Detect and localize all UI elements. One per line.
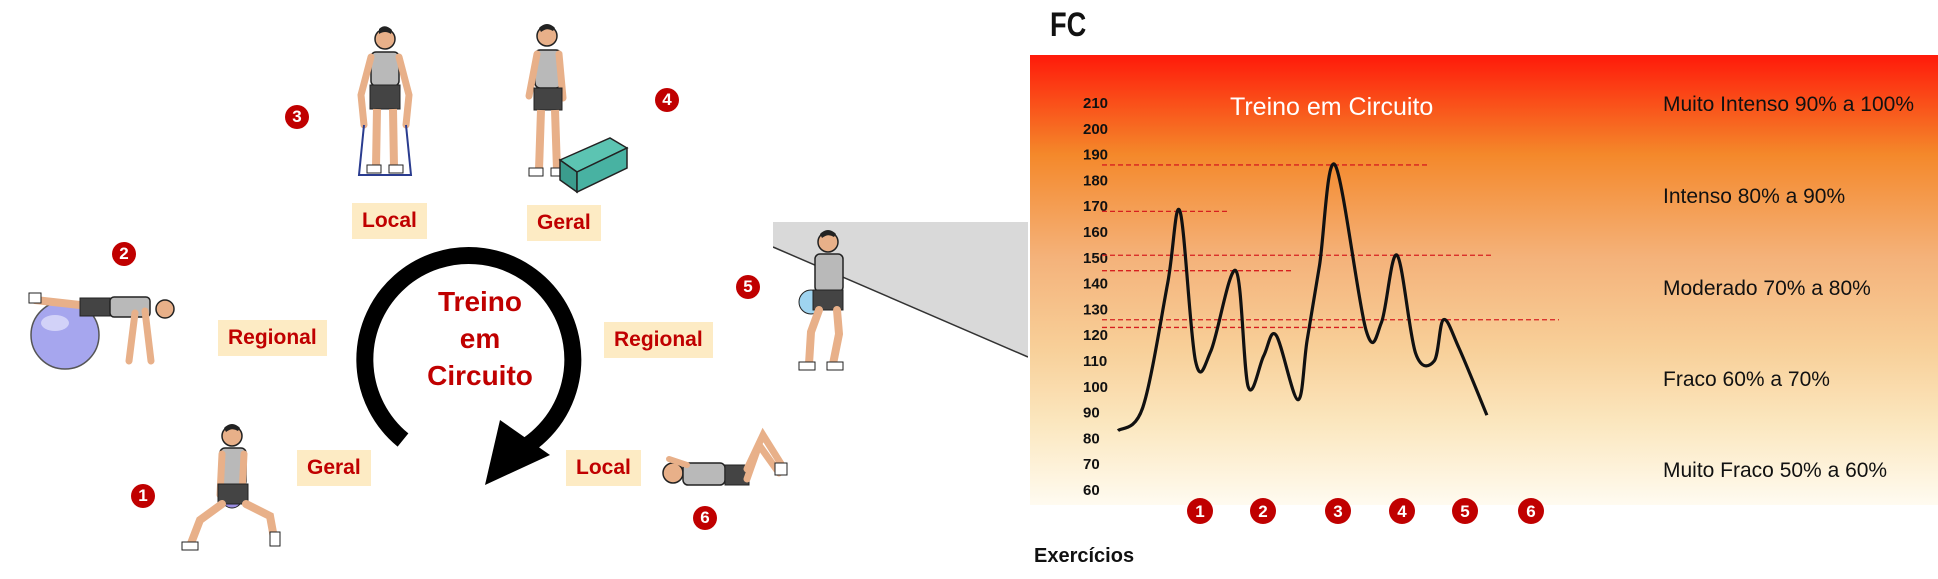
y-tick-label-80: 80 bbox=[1083, 430, 1100, 447]
station-5-number: 5 bbox=[736, 275, 760, 299]
y-tick-label-190: 190 bbox=[1083, 147, 1108, 164]
exercise-marker-circle-1 bbox=[1187, 498, 1213, 524]
y-tick-label-210: 210 bbox=[1083, 95, 1108, 112]
station-2-tag: Regional bbox=[218, 320, 327, 356]
exercise-marker-label-1: 1 bbox=[1195, 502, 1204, 521]
chart-title: Treino em Circuito bbox=[1230, 93, 1433, 121]
y-tick-label-130: 130 bbox=[1083, 301, 1108, 318]
exercise-marker-label-3: 3 bbox=[1333, 502, 1342, 521]
exercise-marker-2: 2 bbox=[1250, 498, 1276, 524]
chart-ylabel: FC bbox=[1050, 6, 1087, 44]
station-3-number: 3 bbox=[285, 105, 309, 129]
exercise-marker-label-5: 5 bbox=[1460, 502, 1469, 521]
y-tick-label-170: 170 bbox=[1083, 198, 1108, 215]
exercise-marker-label-2: 2 bbox=[1258, 502, 1267, 521]
exercise-marker-circle-5 bbox=[1452, 498, 1478, 524]
y-tick-label-120: 120 bbox=[1083, 327, 1108, 344]
exercise-marker-circle-4 bbox=[1389, 498, 1415, 524]
station-1-tag: Geral bbox=[297, 450, 371, 486]
station-2-number: 2 bbox=[112, 242, 136, 266]
exercise-marker-4: 4 bbox=[1389, 498, 1415, 524]
y-tick-label-70: 70 bbox=[1083, 456, 1100, 473]
station-6-number: 6 bbox=[693, 506, 717, 530]
zone-label-3: Moderado 70% a 80% bbox=[1663, 277, 1871, 300]
exercise-marker-3: 3 bbox=[1325, 498, 1351, 524]
circuit-title-line-1: Treino bbox=[437, 286, 522, 317]
station-6-tag: Local bbox=[566, 450, 641, 486]
station-1-number: 1 bbox=[131, 484, 155, 508]
y-tick-label-110: 110 bbox=[1083, 353, 1107, 370]
circuit-title: Treino em Circuito bbox=[395, 283, 565, 394]
exercise-marker-circle-2 bbox=[1250, 498, 1276, 524]
exercise-marker-1: 1 bbox=[1187, 498, 1213, 524]
circuit-title-line-2: em bbox=[459, 323, 501, 354]
exercise-marker-6: 6 bbox=[1518, 498, 1544, 524]
zone-label-2: Intenso 80% a 90% bbox=[1663, 185, 1845, 208]
heart-rate-chart: 60 70 80 90 100 110 120 130 140 150 160 170 180 190 20… bbox=[1083, 93, 1914, 524]
exercise-ball-pushup-figure-icon bbox=[28, 292, 175, 370]
heart-rate-line bbox=[1116, 162, 1489, 433]
chart-xlabel: Exercícios bbox=[1034, 545, 1135, 567]
y-tick-label-60: 60 bbox=[1083, 482, 1100, 499]
zone-label-5: Muito Fraco 50% a 60% bbox=[1663, 459, 1887, 482]
exercise-marker-circle-3 bbox=[1325, 498, 1351, 524]
exercise-wall-ball-figure-icon bbox=[773, 222, 1028, 371]
y-tick-label-160: 160 bbox=[1083, 224, 1108, 241]
exercise-lunge-figure-icon bbox=[181, 424, 281, 551]
exercise-marker-circle-6 bbox=[1518, 498, 1544, 524]
y-tick-label-180: 180 bbox=[1083, 172, 1108, 189]
exercise-crunch-figure-icon bbox=[662, 427, 788, 486]
station-3-tag: Local bbox=[352, 203, 427, 239]
station-4-number: 4 bbox=[655, 88, 679, 112]
circuit-diagram: Treino em Circuito Geral Regional Local … bbox=[28, 24, 1028, 551]
exercise-step-figure-icon bbox=[525, 24, 629, 194]
chart-panel bbox=[1030, 55, 1938, 505]
circuit-title-line-3: Circuito bbox=[427, 360, 533, 391]
station-4-tag: Geral bbox=[527, 205, 601, 241]
exercise-marker-5: 5 bbox=[1452, 498, 1478, 524]
exercise-band-figure-icon bbox=[357, 26, 413, 176]
zone-label-1: Muito Intenso 90% a 100% bbox=[1663, 93, 1914, 116]
y-tick-label-200: 200 bbox=[1083, 121, 1108, 138]
exercise-marker-label-4: 4 bbox=[1397, 502, 1407, 521]
zone-label-4: Fraco 60% a 70% bbox=[1663, 368, 1830, 391]
y-tick-label-90: 90 bbox=[1083, 405, 1100, 422]
y-tick-label-150: 150 bbox=[1083, 250, 1108, 267]
y-tick-label-100: 100 bbox=[1083, 379, 1108, 396]
y-tick-label-140: 140 bbox=[1083, 276, 1108, 293]
station-5-tag: Regional bbox=[604, 322, 713, 358]
exercise-marker-label-6: 6 bbox=[1526, 502, 1535, 521]
circular-arrow-icon bbox=[356, 247, 582, 485]
